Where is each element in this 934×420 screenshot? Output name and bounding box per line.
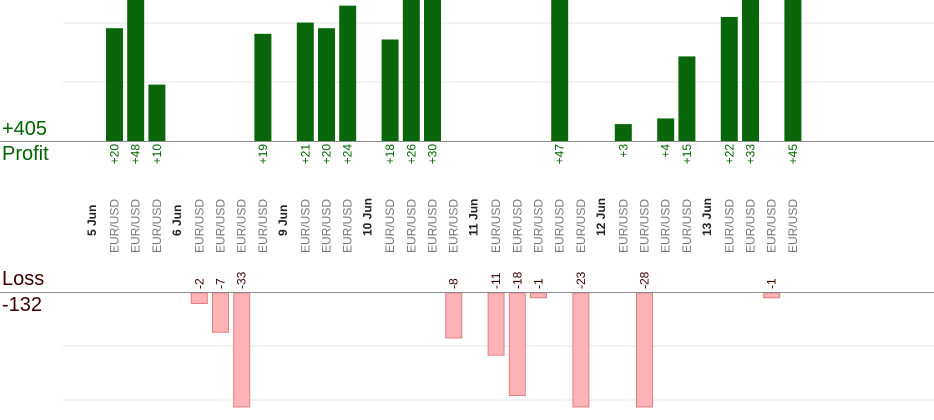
pair-label: EUR/USD	[553, 199, 567, 253]
day-label: 9 Jun	[276, 205, 290, 236]
pair-label: EUR/USD	[532, 199, 546, 253]
profit-value-label: +26	[404, 144, 418, 165]
profit-bar	[657, 118, 675, 141]
loss-label: Loss	[2, 268, 45, 290]
loss-value-label: -8	[447, 278, 461, 289]
loss-value-label: -1	[765, 278, 779, 289]
pair-label: EUR/USD	[320, 199, 334, 253]
loss-value-label: -18	[510, 271, 524, 289]
profit-bar	[296, 22, 314, 142]
day-label: 12 Jun	[594, 198, 608, 236]
bars	[106, 0, 802, 408]
loss-bar	[572, 292, 590, 408]
profit-bar	[742, 0, 759, 141]
loss-value-label: -28	[638, 271, 652, 289]
loss-value-label: -23	[574, 271, 588, 289]
loss-bar	[233, 292, 251, 408]
profit-value-label: +33	[744, 144, 758, 165]
loss-value-label: -1	[532, 278, 546, 289]
pair-label: EUR/USD	[680, 199, 694, 253]
profit-bar	[127, 0, 145, 141]
profit-bar	[106, 28, 123, 142]
profit-bar	[402, 0, 420, 141]
pair-label: EUR/USD	[744, 199, 758, 253]
loss-value-label: -33	[235, 271, 249, 289]
loss-bar	[530, 292, 547, 299]
profit-value-label: +15	[680, 144, 694, 165]
profit-value-label: +3	[616, 144, 630, 158]
profit-bar	[784, 0, 802, 141]
pair-label: EUR/USD	[383, 199, 397, 253]
loss-bar	[636, 292, 653, 408]
profit-bar	[148, 84, 166, 141]
loss-bar	[212, 292, 229, 333]
profit-value-label: +19	[256, 144, 270, 165]
pair-label: EUR/USD	[341, 199, 355, 253]
profit-value-label: +48	[129, 144, 143, 165]
pair-label: EUR/USD	[659, 199, 673, 253]
profit-value-label: +30	[426, 144, 440, 165]
pair-label: EUR/USD	[108, 199, 122, 253]
day-label: 5 Jun	[85, 205, 99, 236]
loss-value-label: -7	[214, 278, 228, 289]
profit-value-label: +20	[320, 144, 334, 165]
profit-label: Profit	[2, 143, 49, 165]
profit-value-label: +24	[341, 144, 355, 165]
pair-label: EUR/USD	[404, 199, 418, 253]
pair-label: EUR/USD	[256, 199, 270, 253]
loss-bar	[190, 292, 208, 304]
pair-label: EUR/USD	[214, 199, 228, 253]
pair-label: EUR/USD	[150, 199, 164, 253]
profit-value-label: +10	[150, 144, 164, 165]
loss-value-label: -2	[192, 278, 206, 289]
labels: 5 Jun EUR/USD +20 EUR/USD +48 EUR/USD +10 6 Jun…	[85, 144, 800, 289]
pair-label: EUR/USD	[192, 199, 206, 253]
profit-bar	[381, 39, 399, 142]
profit-value-label: +47	[553, 144, 567, 165]
profit-value-label: +22	[722, 144, 736, 165]
profit-bar	[551, 0, 569, 141]
pair-label: EUR/USD	[765, 199, 779, 253]
loss-bar	[763, 292, 781, 299]
loss-total: -132	[2, 294, 43, 316]
profit-value-label: +20	[108, 144, 122, 165]
profit-bar	[339, 5, 357, 142]
day-label: 11 Jun	[467, 199, 481, 236]
pair-label: EUR/USD	[616, 199, 630, 253]
profit-value-label: +18	[383, 144, 397, 165]
day-label: 13 Jun	[700, 198, 714, 236]
day-label: 10 Jun	[361, 198, 375, 236]
pair-label: EUR/USD	[447, 199, 461, 253]
pair-label: EUR/USD	[235, 199, 249, 253]
pair-label: EUR/USD	[786, 199, 800, 253]
profit-bar	[614, 124, 632, 141]
loss-bar	[508, 292, 526, 396]
profit-value-label: +4	[659, 144, 673, 158]
profit-bar	[678, 56, 696, 141]
profit-bar	[424, 0, 441, 141]
pair-label: EUR/USD	[489, 199, 503, 253]
profit-value-label: +21	[298, 144, 312, 165]
profit-bar	[720, 16, 738, 142]
loss-value-label: -11	[489, 272, 503, 289]
pair-label: EUR/USD	[510, 199, 524, 253]
pair-label: EUR/USD	[129, 199, 143, 253]
pair-label: EUR/USD	[298, 199, 312, 253]
profit-total: +405	[2, 118, 48, 140]
pair-label: EUR/USD	[638, 199, 652, 253]
pair-label: EUR/USD	[426, 199, 440, 253]
pair-label: EUR/USD	[722, 199, 736, 253]
loss-bar	[445, 292, 463, 339]
profit-bar	[254, 33, 272, 142]
profit-bar	[318, 28, 335, 142]
pair-label: EUR/USD	[574, 199, 588, 253]
day-label: 6 Jun	[170, 205, 184, 236]
loss-bar	[487, 292, 505, 356]
profit-value-label: +45	[786, 144, 800, 165]
